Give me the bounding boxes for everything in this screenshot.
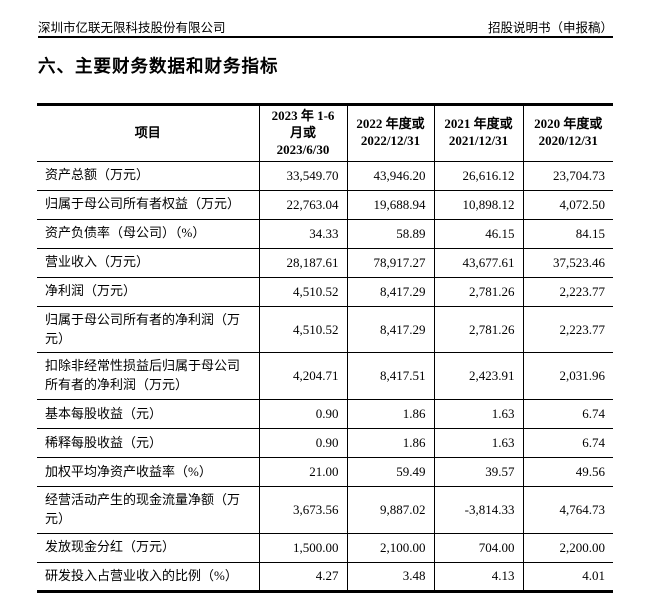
table-cell: 8,417.51: [347, 352, 435, 401]
table-row: 资产总额（万元） 33,549.70 43,946.20 26,616.12 2…: [37, 161, 613, 191]
table-cell: 4.13: [434, 562, 524, 592]
row-label: 稀释每股收益（元）: [37, 428, 260, 459]
table-cell: 78,917.27: [347, 248, 435, 278]
table-cell: 2,423.91: [434, 352, 524, 401]
row-label: 经营活动产生的现金流量净额（万元）: [37, 486, 260, 534]
table-cell: 10,898.12: [434, 190, 524, 220]
table-cell: 49.56: [523, 457, 613, 488]
table-cell: 46.15: [434, 219, 524, 249]
row-label: 发放现金分红（万元）: [37, 533, 260, 563]
table-cell: 4,072.50: [523, 190, 613, 220]
row-label: 资产负债率（母公司）（%）: [37, 219, 260, 249]
table-cell: 0.90: [259, 399, 348, 430]
row-label: 净利润（万元）: [37, 277, 260, 307]
table-cell: 1.63: [434, 428, 524, 459]
table-cell: 1.63: [434, 399, 524, 430]
table-row: 营业收入（万元） 28,187.61 78,917.27 43,677.61 3…: [37, 248, 613, 278]
table-cell: 26,616.12: [434, 161, 524, 191]
column-header-2021: 2021 年度或 2021/12/31: [434, 104, 524, 162]
row-label: 归属于母公司所有者的净利润（万元）: [37, 306, 260, 354]
table-cell: 2,200.00: [523, 533, 613, 563]
section-title: 六、主要财务数据和财务指标: [38, 56, 279, 76]
table-cell: 59.49: [347, 457, 435, 488]
company-name: 深圳市亿联无限科技股份有限公司: [38, 21, 226, 35]
header-divider: [38, 36, 613, 38]
table-cell: 84.15: [523, 219, 613, 249]
table-row: 净利润（万元） 4,510.52 8,417.29 2,781.26 2,223…: [37, 277, 613, 307]
row-label: 基本每股收益（元）: [37, 399, 260, 430]
table-cell: 9,887.02: [347, 486, 435, 534]
table-header: 项目 2023 年 1-6 月或 2023/6/30 2022 年度或 2022…: [37, 104, 613, 162]
table-cell: 6.74: [523, 428, 613, 459]
table-cell: 33,549.70: [259, 161, 348, 191]
table-row: 归属于母公司所有者的净利润（万元） 4,510.52 8,417.29 2,78…: [37, 306, 613, 354]
table-cell: 4.27: [259, 562, 348, 592]
table-cell: 2,031.96: [523, 352, 613, 401]
table-row: 稀释每股收益（元） 0.90 1.86 1.63 6.74: [37, 428, 613, 459]
table-cell: 4,510.52: [259, 277, 348, 307]
table-row: 归属于母公司所有者权益（万元） 22,763.04 19,688.94 10,8…: [37, 190, 613, 220]
table-cell: 23,704.73: [523, 161, 613, 191]
table-cell: 4,204.71: [259, 352, 348, 401]
column-header-2022: 2022 年度或 2022/12/31: [347, 104, 435, 162]
table-cell: 34.33: [259, 219, 348, 249]
table-cell: 37,523.46: [523, 248, 613, 278]
document-type-label: 招股说明书（申报稿）: [487, 21, 613, 35]
row-label: 加权平均净资产收益率（%）: [37, 457, 260, 488]
row-label: 归属于母公司所有者权益（万元）: [37, 190, 260, 220]
table-cell: 19,688.94: [347, 190, 435, 220]
table-cell: 4,764.73: [523, 486, 613, 534]
column-header-2020: 2020 年度或 2020/12/31: [523, 104, 613, 162]
table-cell: 704.00: [434, 533, 524, 563]
table-cell: 39.57: [434, 457, 524, 488]
table-cell: 1.86: [347, 428, 435, 459]
table-header-row: 项目 2023 年 1-6 月或 2023/6/30 2022 年度或 2022…: [37, 104, 613, 162]
table-cell: 2,223.77: [523, 306, 613, 354]
table-cell: 3,673.56: [259, 486, 348, 534]
table-cell: 43,946.20: [347, 161, 435, 191]
table-row: 发放现金分红（万元） 1,500.00 2,100.00 704.00 2,20…: [37, 533, 613, 563]
table-cell: -3,814.33: [434, 486, 524, 534]
table-row: 加权平均净资产收益率（%） 21.00 59.49 39.57 49.56: [37, 457, 613, 488]
table-cell: 22,763.04: [259, 190, 348, 220]
table-cell: 4,510.52: [259, 306, 348, 354]
table-cell: 2,781.26: [434, 277, 524, 307]
table-cell: 43,677.61: [434, 248, 524, 278]
column-header-item: 项目: [37, 104, 260, 162]
row-label: 营业收入（万元）: [37, 248, 260, 278]
table-row: 研发投入占营业收入的比例（%） 4.27 3.48 4.13 4.01: [37, 562, 613, 592]
table-cell: 2,223.77: [523, 277, 613, 307]
page-header: 深圳市亿联无限科技股份有限公司 招股说明书（申报稿）: [38, 17, 613, 36]
table-cell: 21.00: [259, 457, 348, 488]
table-row: 基本每股收益（元） 0.90 1.86 1.63 6.74: [37, 399, 613, 430]
table-cell: 2,781.26: [434, 306, 524, 354]
table-cell: 2,100.00: [347, 533, 435, 563]
table-cell: 28,187.61: [259, 248, 348, 278]
table-cell: 58.89: [347, 219, 435, 249]
row-label: 研发投入占营业收入的比例（%）: [37, 562, 260, 592]
table-cell: 3.48: [347, 562, 435, 592]
table-cell: 1.86: [347, 399, 435, 430]
row-label: 资产总额（万元）: [37, 161, 260, 191]
table-cell: 8,417.29: [347, 277, 435, 307]
financial-data-table: 项目 2023 年 1-6 月或 2023/6/30 2022 年度或 2022…: [37, 103, 613, 593]
table-cell: 6.74: [523, 399, 613, 430]
column-header-2023: 2023 年 1-6 月或 2023/6/30: [259, 104, 348, 162]
table-row: 资产负债率（母公司）（%） 34.33 58.89 46.15 84.15: [37, 219, 613, 249]
table-cell: 8,417.29: [347, 306, 435, 354]
row-label: 扣除非经常性损益后归属于母公司所有者的净利润（万元）: [37, 352, 260, 401]
table-cell: 4.01: [582, 568, 605, 584]
table-row: 经营活动产生的现金流量净额（万元） 3,673.56 9,887.02 -3,8…: [37, 486, 613, 534]
table-cell: 1,500.00: [259, 533, 348, 563]
table-row: 扣除非经常性损益后归属于母公司所有者的净利润（万元） 4,204.71 8,41…: [37, 352, 613, 401]
table-cell: 0.90: [259, 428, 348, 459]
